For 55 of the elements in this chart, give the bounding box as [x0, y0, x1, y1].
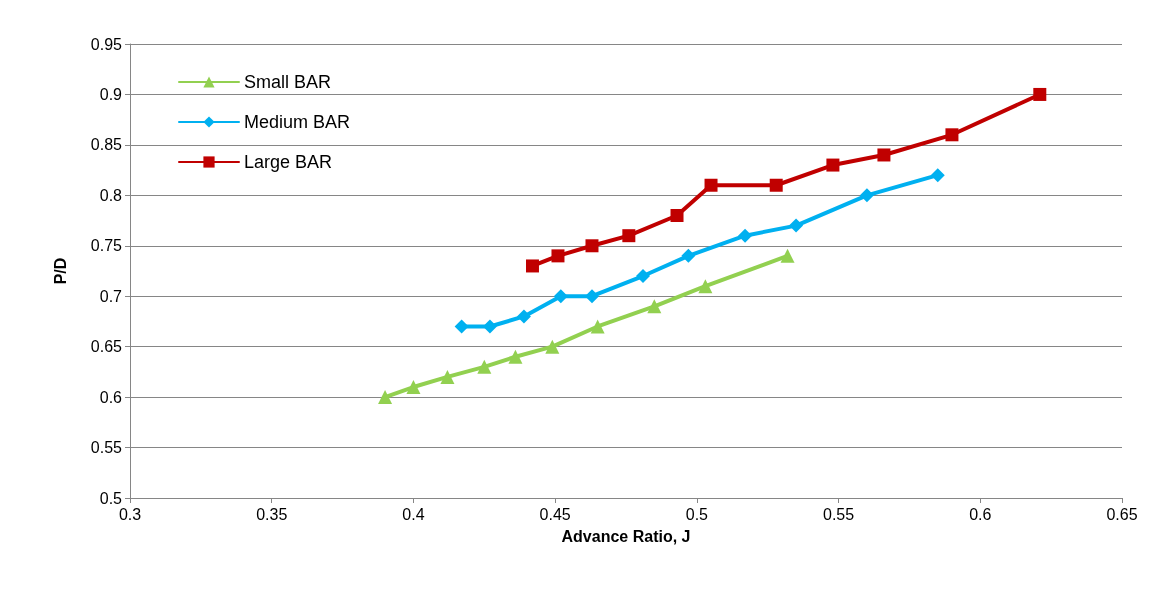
y-tick-label: 0.8	[99, 186, 123, 204]
y-tick-label: 0.65	[90, 338, 123, 356]
point	[647, 299, 662, 314]
point	[789, 218, 804, 233]
point	[704, 178, 718, 192]
point	[525, 259, 539, 273]
y-tick-label: 0.75	[90, 237, 123, 255]
point	[670, 209, 684, 223]
x-axis-title: Advance Ratio, J	[561, 527, 691, 545]
point	[454, 319, 469, 334]
x-tick-label: 0.45	[539, 505, 571, 523]
point	[738, 228, 753, 243]
y-tick-label: 0.5	[99, 489, 123, 507]
point	[590, 319, 605, 334]
x-tick-label: 0.5	[685, 505, 709, 523]
y-tick-label: 0.95	[90, 35, 123, 53]
point	[553, 289, 568, 304]
point	[826, 158, 840, 172]
point	[508, 349, 523, 364]
x-tick-label: 0.4	[402, 505, 425, 523]
y-tick-label: 0.7	[99, 287, 123, 305]
point	[545, 339, 560, 354]
point	[681, 248, 696, 263]
point	[482, 319, 497, 334]
legend-label: Small BAR	[244, 72, 332, 92]
x-tick-label: 0.3	[118, 505, 142, 523]
point	[622, 229, 636, 243]
point	[877, 148, 891, 162]
y-tick-label: 0.9	[99, 85, 123, 103]
point	[698, 279, 713, 294]
y-tick-label: 0.85	[90, 136, 123, 154]
point	[516, 309, 531, 324]
point	[930, 168, 945, 183]
point	[769, 178, 783, 192]
point	[440, 369, 455, 384]
point	[780, 248, 795, 263]
point	[636, 269, 651, 284]
x-tick-label: 0.6	[969, 505, 992, 523]
y-tick-label: 0.6	[99, 388, 123, 406]
x-tick-label: 0.55	[823, 505, 855, 523]
y-tick-label: 0.55	[90, 439, 123, 457]
x-tick-label: 0.65	[1106, 505, 1138, 523]
point	[585, 239, 599, 253]
legend-label: Large BAR	[244, 152, 333, 172]
point	[551, 249, 565, 263]
point	[859, 188, 874, 203]
point	[477, 359, 492, 374]
point	[945, 128, 959, 142]
y-axis-title: P/D	[51, 257, 69, 285]
point	[378, 390, 393, 405]
point	[406, 380, 421, 395]
legend-label: Medium BAR	[244, 112, 351, 132]
x-tick-label: 0.35	[256, 505, 288, 523]
point	[1033, 87, 1047, 101]
point	[584, 289, 599, 304]
